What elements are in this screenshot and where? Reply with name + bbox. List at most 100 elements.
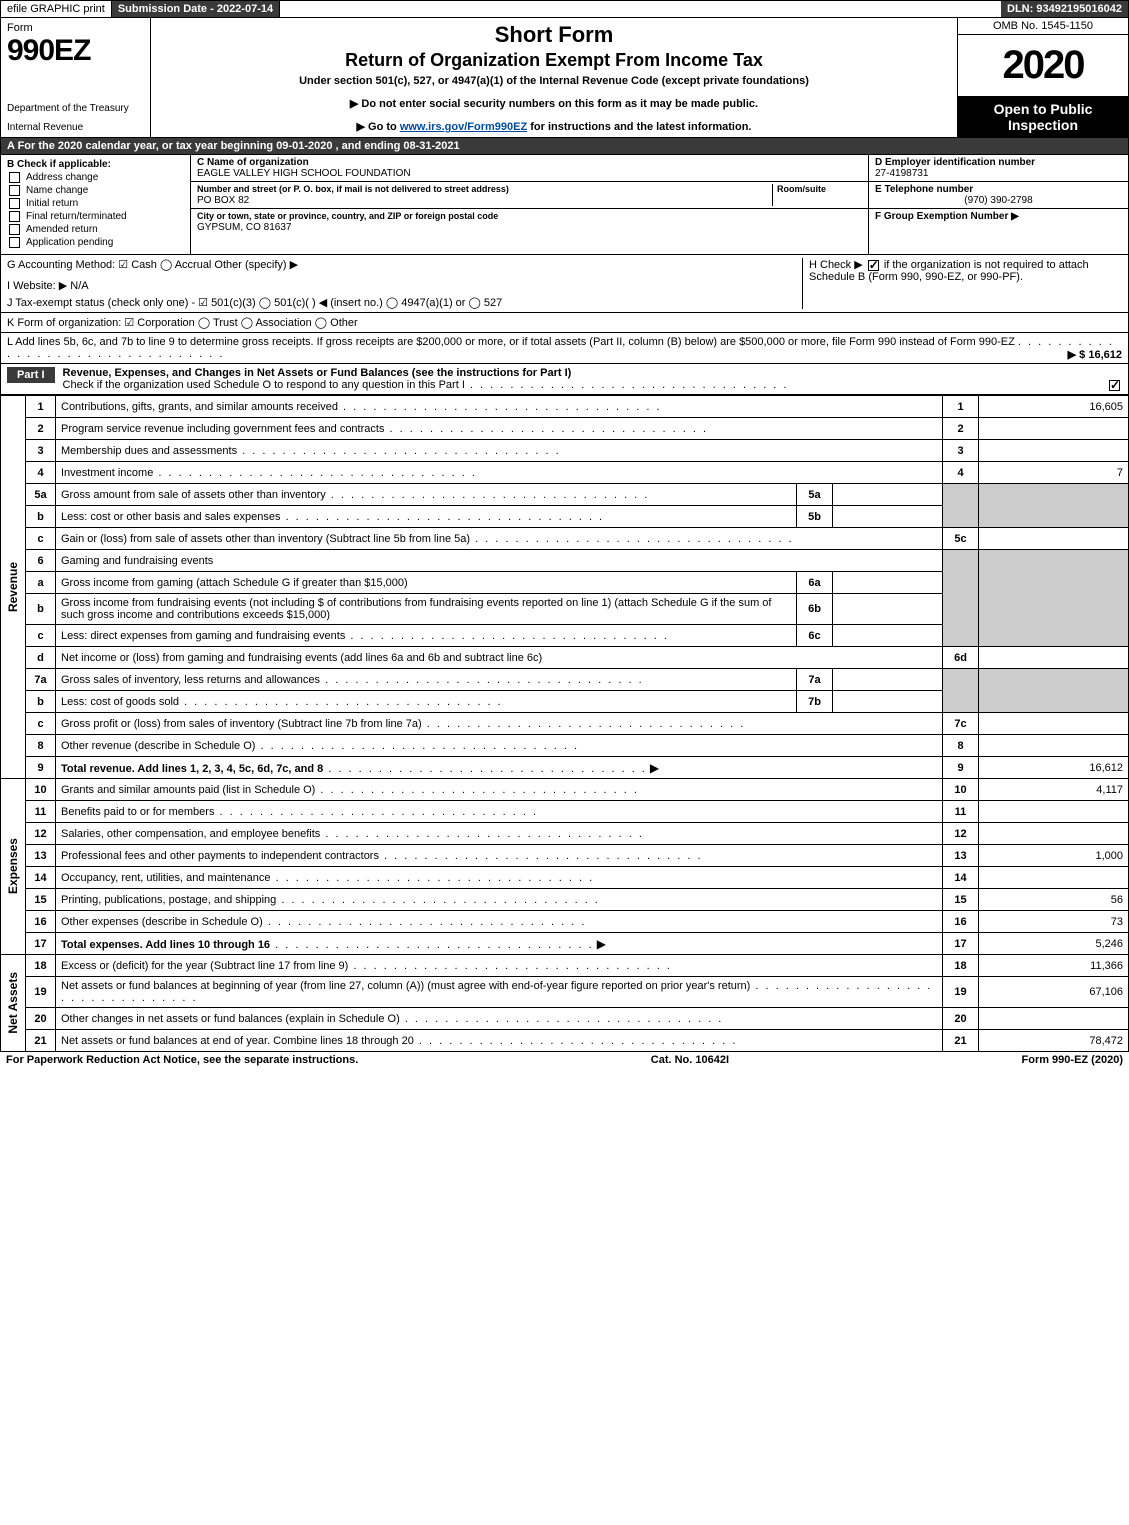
irs-link[interactable]: www.irs.gov/Form990EZ bbox=[400, 121, 527, 133]
line-num: 20 bbox=[26, 1008, 56, 1030]
chk-address-change[interactable]: Address change bbox=[7, 172, 184, 183]
line-num: 1 bbox=[26, 396, 56, 418]
line-9-amount: 16,612 bbox=[979, 757, 1129, 779]
line-2-amount bbox=[979, 418, 1129, 440]
sub-label: 6b bbox=[797, 594, 833, 625]
tax-year: 2020 bbox=[958, 35, 1128, 97]
line-desc: Gross sales of inventory, less returns a… bbox=[61, 674, 320, 686]
sub-amt bbox=[833, 625, 943, 647]
grey-cell bbox=[943, 550, 979, 647]
part1-check: Check if the organization used Schedule … bbox=[63, 379, 1122, 391]
line-desc: Gross profit or (loss) from sales of inv… bbox=[61, 718, 422, 730]
box-f-lbl: F Group Exemption Number ▶ bbox=[875, 211, 1019, 222]
chk-initial-return[interactable]: Initial return bbox=[7, 198, 184, 209]
header-center: Short Form Return of Organization Exempt… bbox=[151, 18, 958, 137]
sub-amt bbox=[833, 691, 943, 713]
line-desc: Grants and similar amounts paid (list in… bbox=[61, 784, 315, 796]
ein-value: 27-4198731 bbox=[875, 168, 928, 179]
line-8-amount bbox=[979, 735, 1129, 757]
amt-label: 1 bbox=[943, 396, 979, 418]
line-15-amount: 56 bbox=[979, 889, 1129, 911]
amt-label: 14 bbox=[943, 867, 979, 889]
line-1-amount: 16,605 bbox=[979, 396, 1129, 418]
room-suite-lbl: Room/suite bbox=[777, 184, 826, 194]
line-h-pre: H Check ▶ bbox=[809, 259, 866, 271]
amt-label: 21 bbox=[943, 1030, 979, 1052]
chk-name-change[interactable]: Name change bbox=[7, 185, 184, 196]
sub-amt bbox=[833, 572, 943, 594]
line-19-amount: 67,106 bbox=[979, 977, 1129, 1008]
amt-label: 20 bbox=[943, 1008, 979, 1030]
sub-label: 5a bbox=[797, 484, 833, 506]
dots-icon bbox=[465, 379, 789, 391]
line-desc: Total expenses. Add lines 10 through 16 bbox=[61, 939, 270, 951]
line-num: 9 bbox=[26, 757, 56, 779]
efile-label: efile GRAPHIC print bbox=[1, 1, 112, 17]
chk-schedule-o[interactable] bbox=[1109, 380, 1120, 391]
line-desc: Other changes in net assets or fund bala… bbox=[61, 1013, 400, 1025]
line-num: 10 bbox=[26, 779, 56, 801]
grey-cell bbox=[979, 550, 1129, 647]
sub-label: 7a bbox=[797, 669, 833, 691]
line-i: I Website: ▶ N/A bbox=[7, 279, 802, 292]
line-18-amount: 11,366 bbox=[979, 955, 1129, 977]
line-desc: Occupancy, rent, utilities, and maintena… bbox=[61, 872, 271, 884]
grey-cell bbox=[979, 484, 1129, 528]
note-goto: ▶ Go to www.irs.gov/Form990EZ for instru… bbox=[159, 120, 949, 133]
box-c-street-lbl: Number and street (or P. O. box, if mail… bbox=[197, 184, 509, 194]
grey-cell bbox=[979, 669, 1129, 713]
line-num: 4 bbox=[26, 462, 56, 484]
chk-amended[interactable]: Amended return bbox=[7, 224, 184, 235]
note-goto-pre: ▶ Go to bbox=[357, 121, 400, 133]
line-13-amount: 1,000 bbox=[979, 845, 1129, 867]
line-7c-amount bbox=[979, 713, 1129, 735]
footer-right: Form 990-EZ (2020) bbox=[1022, 1054, 1123, 1066]
chk-app-pending[interactable]: Application pending bbox=[7, 237, 184, 248]
line-num: 2 bbox=[26, 418, 56, 440]
sub-label: 5b bbox=[797, 506, 833, 528]
line-num: 21 bbox=[26, 1030, 56, 1052]
line-num: c bbox=[26, 713, 56, 735]
line-desc: Gain or (loss) from sale of assets other… bbox=[61, 533, 470, 545]
chk-final-return[interactable]: Final return/terminated bbox=[7, 211, 184, 222]
line-desc: Membership dues and assessments bbox=[61, 445, 237, 457]
box-d-lbl: D Employer identification number bbox=[875, 157, 1035, 168]
netassets-section-label: Net Assets bbox=[1, 955, 26, 1052]
line-desc: Gaming and fundraising events bbox=[61, 555, 213, 567]
org-name: EAGLE VALLEY HIGH SCHOOL FOUNDATION bbox=[197, 168, 411, 179]
line-num: 5a bbox=[26, 484, 56, 506]
line-g: G Accounting Method: ☑ Cash ◯ Accrual Ot… bbox=[7, 258, 802, 271]
title-return: Return of Organization Exempt From Incom… bbox=[159, 50, 949, 71]
box-def: D Employer identification number 27-4198… bbox=[868, 155, 1128, 254]
line-desc: Other expenses (describe in Schedule O) bbox=[61, 916, 263, 928]
page-footer: For Paperwork Reduction Act Notice, see … bbox=[0, 1052, 1129, 1068]
line-desc: Net income or (loss) from gaming and fun… bbox=[61, 652, 542, 664]
box-b: B Check if applicable: Address change Na… bbox=[1, 155, 191, 254]
header-left: Form 990EZ Department of the Treasury In… bbox=[1, 18, 151, 137]
top-bar: efile GRAPHIC print Submission Date - 20… bbox=[0, 0, 1129, 18]
amt-label: 7c bbox=[943, 713, 979, 735]
line-desc: Gross amount from sale of assets other t… bbox=[61, 489, 326, 501]
line-desc: Program service revenue including govern… bbox=[61, 423, 384, 435]
line-num: 3 bbox=[26, 440, 56, 462]
line-desc: Net assets or fund balances at beginning… bbox=[61, 980, 750, 992]
line-desc: Other revenue (describe in Schedule O) bbox=[61, 740, 255, 752]
line-h: H Check ▶ if the organization is not req… bbox=[802, 258, 1122, 309]
line-num: 16 bbox=[26, 911, 56, 933]
box-c-city-lbl: City or town, state or province, country… bbox=[197, 211, 498, 221]
title-short-form: Short Form bbox=[159, 22, 949, 48]
part1-label: Part I bbox=[7, 367, 55, 383]
chk-schedule-b[interactable] bbox=[868, 260, 879, 271]
line-6d-amount bbox=[979, 647, 1129, 669]
line-l-text: L Add lines 5b, 6c, and 7b to line 9 to … bbox=[7, 336, 1015, 348]
line-16-amount: 73 bbox=[979, 911, 1129, 933]
info-block: B Check if applicable: Address change Na… bbox=[0, 155, 1129, 255]
form-word: Form bbox=[7, 22, 144, 34]
amt-label: 9 bbox=[943, 757, 979, 779]
amt-label: 2 bbox=[943, 418, 979, 440]
sub-amt bbox=[833, 594, 943, 625]
line-num: 7a bbox=[26, 669, 56, 691]
arrow-icon: ▶ bbox=[597, 937, 606, 951]
sub-amt bbox=[833, 669, 943, 691]
line-num: 15 bbox=[26, 889, 56, 911]
